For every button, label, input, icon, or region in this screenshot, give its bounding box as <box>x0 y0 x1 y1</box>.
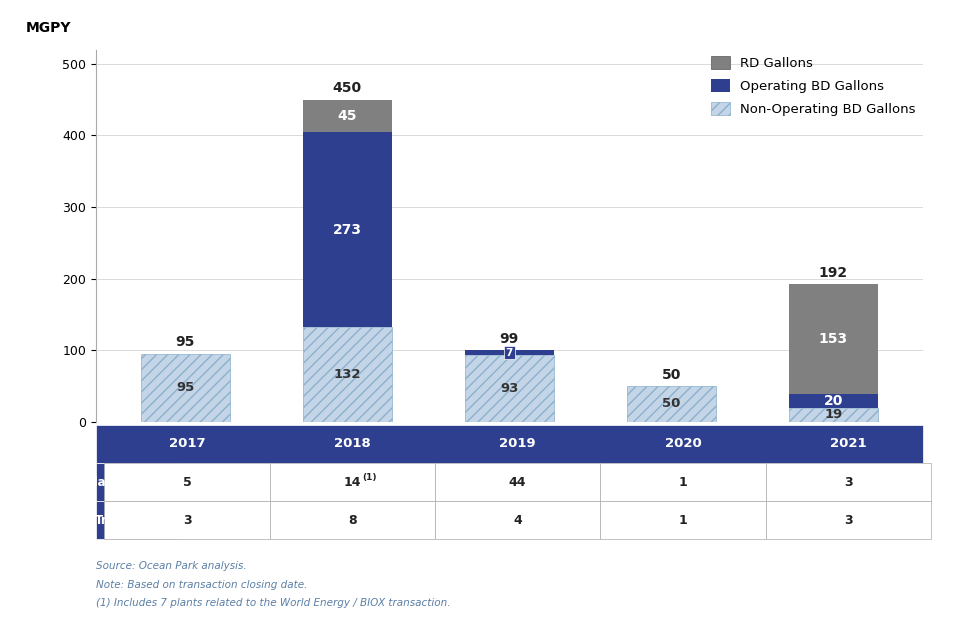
Text: 2021: 2021 <box>830 437 867 450</box>
Text: 99: 99 <box>500 332 519 347</box>
Text: 3: 3 <box>844 514 852 527</box>
Bar <box>789 284 878 394</box>
Text: Note: Based on transaction closing date.: Note: Based on transaction closing date. <box>96 580 308 590</box>
Text: 132: 132 <box>333 368 361 381</box>
Text: 2018: 2018 <box>333 437 371 450</box>
Bar <box>465 355 554 422</box>
Text: 1: 1 <box>678 514 687 527</box>
Bar <box>303 327 392 422</box>
Text: 93: 93 <box>500 382 519 395</box>
Text: 273: 273 <box>333 223 361 236</box>
Text: (1) Includes 7 plants related to the World Energy / BIOX transaction.: (1) Includes 7 plants related to the Wor… <box>96 598 451 608</box>
Text: 8: 8 <box>348 514 357 527</box>
Text: Plants Acquired: Plants Acquired <box>85 476 190 489</box>
Text: 50: 50 <box>662 368 681 381</box>
Text: 45: 45 <box>337 108 357 123</box>
Text: 7: 7 <box>505 348 513 358</box>
Text: 5: 5 <box>183 476 191 489</box>
Text: 450: 450 <box>333 81 362 95</box>
Bar <box>465 350 554 355</box>
Text: 44: 44 <box>508 476 527 489</box>
Bar <box>303 132 392 327</box>
Bar <box>789 408 878 422</box>
Text: 19: 19 <box>825 409 843 422</box>
Text: 192: 192 <box>819 266 848 280</box>
Text: 1: 1 <box>678 476 687 489</box>
Text: Source: Ocean Park analysis.: Source: Ocean Park analysis. <box>96 561 247 571</box>
Text: (1): (1) <box>362 472 377 482</box>
Text: 2019: 2019 <box>500 437 536 450</box>
Text: 95: 95 <box>176 381 194 394</box>
Text: 4: 4 <box>513 514 522 527</box>
Bar <box>303 100 392 132</box>
Text: 14: 14 <box>343 476 361 489</box>
Text: 153: 153 <box>819 332 848 346</box>
Text: 3: 3 <box>844 476 852 489</box>
Text: 3: 3 <box>183 514 191 527</box>
Text: 50: 50 <box>662 397 680 410</box>
Text: Transactions: Transactions <box>95 514 180 527</box>
Text: MGPY: MGPY <box>26 20 71 35</box>
Text: 2020: 2020 <box>664 437 702 450</box>
Text: 2017: 2017 <box>169 437 206 450</box>
Bar <box>789 394 878 408</box>
Text: 95: 95 <box>176 335 195 349</box>
Bar <box>627 386 716 422</box>
Bar <box>140 353 230 422</box>
Text: 20: 20 <box>824 394 843 408</box>
Legend: RD Gallons, Operating BD Gallons, Non-Operating BD Gallons: RD Gallons, Operating BD Gallons, Non-Op… <box>711 56 916 116</box>
